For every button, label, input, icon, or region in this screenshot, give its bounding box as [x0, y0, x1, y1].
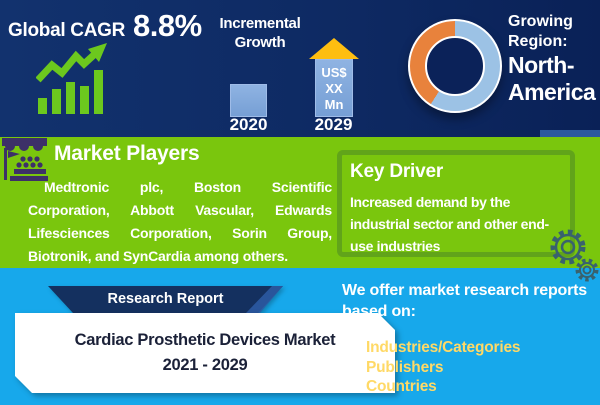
report-title-line1: Cardiac Prosthetic Devices Market	[74, 331, 336, 349]
bar-2029: US$ XX Mn	[315, 59, 353, 117]
global-cagr-label: Global CAGR	[8, 20, 126, 41]
offer-item-countries: Countries	[342, 377, 598, 397]
gears-icon	[550, 229, 599, 282]
bar-2029-arrow-icon	[309, 38, 359, 59]
year-start-label: 2020	[229, 115, 268, 134]
growing-region-label1: Growing	[508, 13, 573, 30]
growing-region-value1: North-	[508, 52, 574, 78]
research-report-ribbon: Research Report	[48, 286, 283, 313]
incremental-growth-line1: Incremental	[219, 15, 301, 32]
bar-2029-value-line2: XX Mn	[324, 81, 344, 112]
market-stall-icon	[2, 138, 48, 181]
market-players-companies: Medtronic plc, Boston Scientific Corpora…	[28, 179, 332, 264]
key-driver-box: Key Driver Increased demand by the indus…	[337, 150, 575, 257]
key-driver-text: Increased demand by the industrial secto…	[350, 194, 549, 254]
header-accent-strip	[540, 130, 600, 137]
growth-chart-icon	[36, 43, 107, 114]
key-driver-title: Key Driver	[350, 161, 444, 182]
global-cagr: Global CAGR 8.8%	[8, 8, 202, 44]
global-cagr-value: 8.8%	[133, 8, 202, 43]
ribbon-shape	[48, 286, 283, 313]
report-title-line2: 2021 - 2029	[162, 356, 248, 374]
bar-2029-value-line1: US$	[321, 65, 347, 80]
green-band	[0, 137, 600, 268]
offer-list: Industries/Categories Publishers Countri…	[342, 338, 598, 397]
offer-item-publishers: Publishers	[342, 358, 598, 378]
report-title-box-wrap: Cardiac Prosthetic Devices Market 2021 -…	[15, 313, 395, 393]
report-title-box: Cardiac Prosthetic Devices Market 2021 -…	[15, 313, 395, 393]
market-players-title: Market Players	[54, 142, 200, 165]
offer-item-industries: Industries/Categories	[342, 338, 598, 358]
offer-heading: We offer market research reports based o…	[342, 282, 587, 320]
research-report-label: Research Report	[107, 291, 224, 307]
growing-region: Growing Region: North- America	[508, 12, 600, 106]
growing-region-label2: Region:	[508, 33, 568, 50]
growing-region-value2: America	[508, 79, 596, 105]
growing-region-donut	[408, 19, 502, 113]
incremental-growth-title: Incremental Growth	[203, 14, 317, 52]
offer-block: We offer market research reports based o…	[342, 280, 598, 397]
bar-2020	[230, 84, 267, 117]
incremental-growth-line2: Growth	[234, 34, 286, 51]
year-end-label: 2029	[314, 115, 353, 134]
